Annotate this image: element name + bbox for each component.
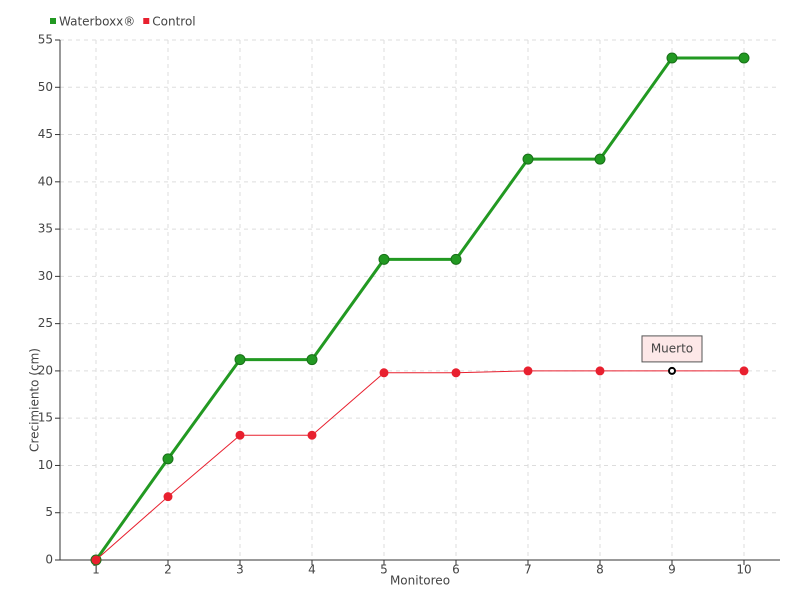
legend-label: Waterboxx® — [59, 15, 135, 29]
y-tick-label: 45 — [38, 127, 53, 141]
point — [595, 366, 605, 376]
annotation-box — [641, 335, 703, 363]
y-axis-label: Crecimiento (cm) — [28, 348, 42, 452]
point — [450, 253, 462, 265]
x-tick-label: 5 — [380, 563, 388, 577]
point — [451, 368, 461, 378]
series-line — [94, 56, 744, 561]
point — [91, 555, 101, 565]
legend-swatch — [143, 18, 150, 24]
point — [594, 153, 606, 165]
x-tick-label: 2 — [164, 563, 172, 577]
point — [522, 153, 534, 165]
y-tick-label: 55 — [38, 33, 53, 47]
y-tick-label: 50 — [38, 80, 53, 94]
point — [668, 366, 676, 375]
y-tick-label: 35 — [38, 222, 53, 236]
legend-label: Control — [152, 15, 195, 29]
x-tick-label: 4 — [308, 563, 316, 577]
annotation: Muerto — [651, 341, 693, 355]
x-tick-label: 9 — [668, 563, 676, 577]
y-tick-label: 30 — [38, 269, 53, 283]
point — [738, 52, 750, 64]
series-line — [95, 370, 744, 561]
point — [234, 354, 246, 366]
x-tick-label: 3 — [236, 563, 244, 577]
y-tick-label: 0 — [45, 553, 53, 567]
y-tick-label: 20 — [38, 363, 53, 377]
point — [163, 492, 173, 502]
x-tick-label: 7 — [524, 563, 532, 577]
point — [378, 253, 390, 265]
y-tick-label: 10 — [38, 458, 53, 472]
point — [307, 430, 317, 440]
point — [306, 354, 318, 366]
x-tick-label: 8 — [596, 563, 604, 577]
y-tick-label: 5 — [45, 505, 53, 519]
point — [162, 453, 174, 465]
y-tick-label: 25 — [38, 316, 53, 330]
point — [379, 368, 389, 378]
point — [666, 52, 678, 64]
point — [235, 430, 245, 440]
point — [739, 366, 749, 376]
legend-swatch — [50, 18, 56, 24]
x-tick-label: 6 — [452, 563, 460, 577]
y-tick-label: 40 — [38, 174, 53, 188]
point — [523, 366, 533, 376]
x-tick-label: 1 — [92, 563, 100, 577]
y-tick-label: 15 — [38, 411, 53, 425]
x-axis-label: Monitoreo — [390, 574, 450, 588]
x-tick-label: 10 — [736, 563, 751, 577]
